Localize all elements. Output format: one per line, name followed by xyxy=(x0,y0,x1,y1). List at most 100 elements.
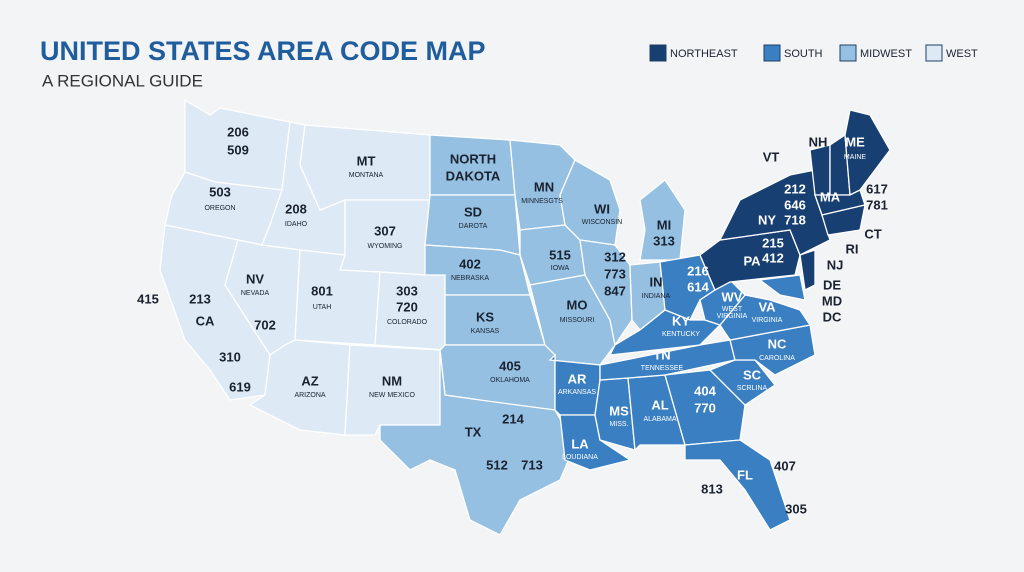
state-label: ARKANSAS xyxy=(558,389,596,396)
state-label: NEVADA xyxy=(241,290,270,297)
state xyxy=(599,339,736,381)
state-label: 412 xyxy=(762,250,784,265)
state-label: MAINE xyxy=(844,154,867,161)
state-label: ARIZONA xyxy=(294,392,325,399)
state-label: VIRGINIA xyxy=(717,313,748,320)
state-label: NORTH xyxy=(450,151,496,166)
legend-swatch xyxy=(925,44,943,62)
state-label: 702 xyxy=(254,317,276,332)
state-label: MONTANA xyxy=(349,172,384,179)
state-label: RI xyxy=(846,241,859,256)
state-label: AZ xyxy=(301,373,318,388)
state-label: 313 xyxy=(653,233,675,248)
state-label: MD xyxy=(822,293,842,308)
state-label: 614 xyxy=(687,279,709,294)
legend-swatch xyxy=(839,44,857,62)
state-label: MA xyxy=(820,189,841,204)
state-label: VT xyxy=(763,149,780,164)
state-label: 303 xyxy=(396,283,418,298)
state-label: UTAH xyxy=(313,304,332,311)
legend-label: NORTHEAST xyxy=(670,48,738,60)
state-label: 713 xyxy=(521,457,543,472)
state-label: 773 xyxy=(604,266,626,281)
state-label: 781 xyxy=(866,197,888,212)
state-label: TENNESSEE xyxy=(641,365,684,372)
state-label: VA xyxy=(758,299,776,314)
state-label: 813 xyxy=(701,481,723,496)
state-label: NJ xyxy=(827,257,844,272)
state xyxy=(758,274,806,301)
state-label: LA xyxy=(571,436,589,451)
state-label: VIRGINIA xyxy=(752,317,783,324)
state xyxy=(708,359,776,406)
state-label: INDIANA xyxy=(642,293,671,300)
state-label: 402 xyxy=(459,256,481,271)
state-label: 206 xyxy=(227,124,249,139)
state-label: 512 xyxy=(486,457,508,472)
state-label: 310 xyxy=(219,349,241,364)
state-label: 617 xyxy=(866,181,888,196)
state xyxy=(664,369,746,446)
state-label: NC xyxy=(768,336,787,351)
state-label: OREGON xyxy=(204,205,235,212)
state-label: NY xyxy=(758,212,776,227)
state-label: NH xyxy=(809,134,828,149)
state-label: WV xyxy=(722,289,743,304)
state-label: NV xyxy=(246,271,264,286)
state-label: AR xyxy=(568,371,587,386)
state-label: IDAHO xyxy=(285,221,308,228)
state-label: NEW MEXICO xyxy=(369,392,415,399)
state xyxy=(821,204,866,236)
state xyxy=(559,159,621,246)
legend-swatch xyxy=(649,44,667,62)
state xyxy=(444,294,546,346)
state-label: 213 xyxy=(189,291,211,306)
state-label: 307 xyxy=(374,223,396,238)
title: UNITED STATES AREA CODE MAP xyxy=(40,36,486,66)
state-label: LOUDIANA xyxy=(562,454,598,461)
state-label: ME xyxy=(845,134,865,149)
legend-label: SOUTH xyxy=(784,48,823,60)
states xyxy=(159,98,891,536)
state-label: 509 xyxy=(227,142,249,157)
state-label: ALABAMA xyxy=(643,416,676,423)
labels: 206 509 503 OREGON 208 IDAHO MT MONTANA 307 WYOMI… xyxy=(137,124,888,516)
state-label: KENTUCKY xyxy=(662,331,700,338)
state-label: 407 xyxy=(774,458,796,473)
legend-label: MIDWEST xyxy=(860,48,912,60)
state-label: PA xyxy=(743,253,761,268)
state-label: TX xyxy=(465,424,482,439)
state xyxy=(814,189,866,216)
state-label: 214 xyxy=(502,411,524,426)
state-label: OKLAHOMA xyxy=(490,377,530,384)
state-label: KS xyxy=(476,309,494,324)
state-label: MI xyxy=(657,217,671,232)
state-label: 503 xyxy=(209,184,231,199)
state-label: 415 xyxy=(137,291,159,306)
state-label: IN xyxy=(650,274,663,289)
state xyxy=(799,249,816,291)
state-label: 619 xyxy=(229,379,251,394)
legend-label: WEST xyxy=(946,48,978,60)
state-label: DE xyxy=(823,277,841,292)
state-label: 515 xyxy=(549,247,571,262)
state-label: SC xyxy=(743,367,762,382)
state xyxy=(579,239,633,347)
state-label: 405 xyxy=(499,358,521,373)
state-label: AL xyxy=(651,397,668,412)
state-label: WEST xyxy=(722,306,743,313)
state-label: FL xyxy=(737,467,753,482)
state-label: KY xyxy=(672,313,690,328)
state-label: 305 xyxy=(785,501,807,516)
state xyxy=(344,344,441,436)
state-label: 801 xyxy=(311,283,333,298)
state-label: 208 xyxy=(285,201,307,216)
state-label: MISSOURI xyxy=(560,317,595,324)
state-label: NEBRASKA xyxy=(451,275,489,282)
state-label: 404 xyxy=(694,383,716,398)
state-label: WYOMING xyxy=(368,243,403,250)
state-label: DAROTA xyxy=(459,223,488,230)
state-label: KANSAS xyxy=(471,328,500,335)
state-label: 646 xyxy=(784,197,806,212)
